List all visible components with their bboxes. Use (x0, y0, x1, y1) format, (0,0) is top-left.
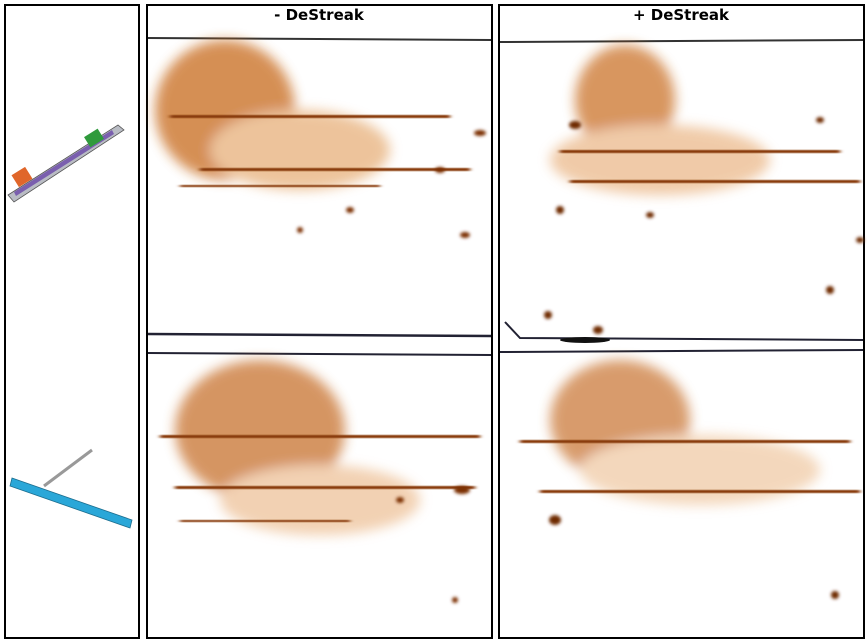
right-panel (499, 5, 864, 638)
gel-edge (560, 337, 610, 343)
smear-blob (580, 435, 820, 505)
spot (435, 167, 445, 173)
left-panel (5, 5, 139, 638)
spot (454, 486, 470, 494)
spot (396, 497, 404, 503)
spot (544, 311, 552, 319)
spot (569, 121, 581, 129)
streak (175, 486, 475, 489)
streak (160, 435, 480, 438)
spot (556, 206, 564, 214)
spot (460, 232, 470, 238)
streak (180, 185, 380, 187)
panel-label: + DeStreak (633, 6, 730, 24)
smear-blob (220, 465, 420, 535)
smear-blob (210, 110, 390, 190)
figure: - DeStreak + DeStreak (0, 0, 867, 641)
spot (452, 597, 458, 603)
spot (831, 591, 839, 599)
streak (200, 168, 470, 171)
panel-label: - DeStreak (274, 6, 365, 24)
streak (520, 440, 850, 443)
spot (646, 212, 654, 218)
streak (540, 490, 860, 493)
smear-blob (550, 125, 770, 195)
spot (816, 117, 824, 123)
spot (826, 286, 834, 294)
streak (560, 150, 840, 153)
spot (593, 326, 603, 334)
spot (474, 130, 486, 136)
streak (180, 520, 350, 522)
streak (570, 180, 860, 183)
spot (297, 227, 303, 233)
spot (346, 207, 354, 213)
spot (549, 515, 561, 525)
streak (170, 115, 450, 118)
spot (856, 237, 864, 243)
